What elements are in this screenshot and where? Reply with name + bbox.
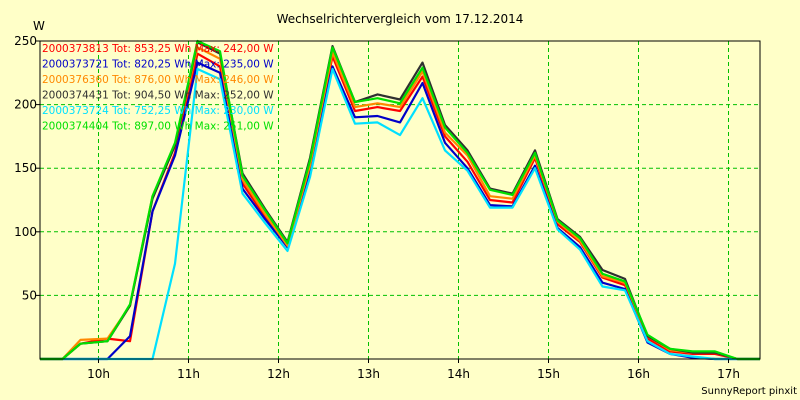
x-tick-label: 10h (87, 367, 110, 381)
series-lines (40, 39, 760, 361)
legend-entry-6: 2000374404 Tot: 897,00 Wh Max: 251,00 W (42, 121, 274, 133)
x-tick-label: 11h (177, 367, 200, 381)
x-tick-label: 15h (537, 367, 560, 381)
plot-frame (39, 40, 761, 360)
y-tick-label: 200 (14, 98, 37, 112)
y-axis-label: W (33, 19, 45, 33)
y-tick-label: 50 (22, 288, 37, 302)
y-tick-label: 150 (14, 161, 37, 175)
x-tick-label: 16h (627, 367, 650, 381)
legend-entry-5: 2000373724 Tot: 752,25 Wh Max: 230,00 W (42, 105, 274, 117)
legend: 2000373813 Tot: 853,25 Wh Max: 242,00 W 2… (42, 43, 274, 133)
y-tick-label: 250 (14, 34, 37, 48)
legend-entry-4: 2000374431 Tot: 904,50 Wh Max: 252,00 W (42, 90, 274, 102)
series-line-6 (40, 39, 760, 361)
legend-entry-3: 2000376360 Tot: 876,00 Wh Max: 246,00 W (42, 74, 274, 86)
footer-credit: SunnyReport pinxit (701, 386, 797, 397)
y-ticks: 50 100 150 200 250 (14, 34, 40, 302)
y-tick-label: 100 (14, 225, 37, 239)
series-line-5 (40, 67, 760, 361)
x-tick-label: 12h (267, 367, 290, 381)
x-tick-label: 13h (357, 367, 380, 381)
legend-entry-1: 2000373813 Tot: 853,25 Wh Max: 242,00 W (42, 43, 274, 55)
chart-title: Wechselrichtervergleich vom 17.12.2014 (277, 12, 524, 26)
x-tick-label: 14h (447, 367, 470, 381)
x-tick-label: 17h (717, 367, 740, 381)
legend-entry-2: 2000373721 Tot: 820,25 Wh Max: 235,00 W (42, 59, 274, 71)
x-ticks: 10h 11h 12h 13h 14h 15h 16h 17h (87, 359, 740, 381)
